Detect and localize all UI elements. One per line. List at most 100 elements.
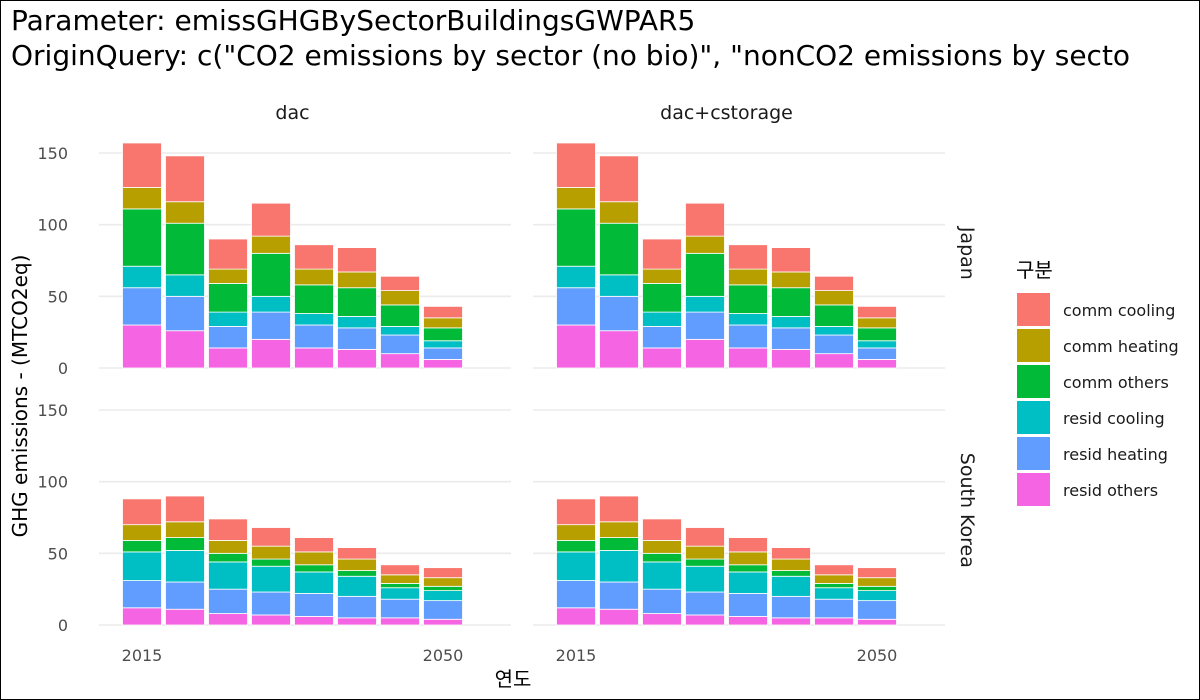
bar-dac-cstorage-japan-2020-resid-cooling bbox=[599, 274, 639, 297]
bar-dac-south-korea-2040-resid-heating bbox=[337, 595, 377, 619]
y-tick-south-korea-0: 0 bbox=[58, 616, 68, 635]
bar-dac-cstorage-south-korea-2020-resid-others bbox=[599, 608, 639, 626]
bar-dac-japan-2045-comm-cooling bbox=[380, 275, 420, 291]
bar-dac-japan-2015-comm-others bbox=[122, 208, 162, 267]
bar-dac-cstorage-japan-2015-resid-heating bbox=[556, 287, 596, 326]
bar-dac-cstorage-south-korea-2050-resid-others bbox=[857, 618, 897, 626]
bar-dac-cstorage-south-korea-2020-comm-others bbox=[599, 537, 639, 551]
bar-dac-south-korea-2030-resid-heating bbox=[251, 591, 291, 616]
bar-dac-cstorage-japan-2045-resid-heating bbox=[814, 334, 854, 355]
legend-swatch-resid-heating bbox=[1017, 437, 1050, 470]
bar-dac-japan-2025-resid-heating bbox=[208, 326, 248, 349]
x-axis-title: 연도 bbox=[495, 667, 532, 691]
bar-dac-cstorage-south-korea-2045-resid-others bbox=[814, 617, 854, 626]
legend-swatch-comm-others bbox=[1017, 365, 1050, 398]
bar-dac-japan-2050-resid-heating bbox=[423, 347, 463, 360]
bar-dac-cstorage-japan-2040-resid-others bbox=[771, 348, 811, 369]
bar-dac-south-korea-2045-comm-others bbox=[380, 583, 420, 589]
bar-dac-japan-2045-comm-others bbox=[380, 304, 420, 327]
bar-dac-cstorage-south-korea-2030-resid-others bbox=[685, 614, 725, 626]
bar-dac-south-korea-2045-comm-heating bbox=[380, 574, 420, 584]
bar-dac-cstorage-japan-2015-comm-cooling bbox=[556, 142, 596, 188]
bar-dac-japan-2020-comm-cooling bbox=[165, 155, 205, 203]
bar-dac-japan-2035-comm-others bbox=[294, 284, 334, 314]
bar-dac-cstorage-south-korea-2015-resid-others bbox=[556, 607, 596, 626]
title-line-1: Parameter: emissGHGBySectorBuildingsGWPA… bbox=[11, 4, 696, 37]
bar-dac-south-korea-2025-resid-cooling bbox=[208, 561, 248, 590]
bar-dac-cstorage-south-korea-2020-resid-heating bbox=[599, 581, 639, 610]
bar-dac-cstorage-japan-2050-resid-cooling bbox=[857, 340, 897, 349]
bar-dac-cstorage-south-korea-2035-comm-cooling bbox=[728, 537, 768, 553]
bar-dac-south-korea-2030-resid-cooling bbox=[251, 565, 291, 593]
bar-dac-cstorage-japan-2040-resid-heating bbox=[771, 327, 811, 350]
bar-dac-cstorage-japan-2020-comm-others bbox=[599, 222, 639, 276]
legend-swatch-resid-cooling bbox=[1017, 401, 1050, 434]
bar-dac-cstorage-south-korea-2040-comm-cooling bbox=[771, 547, 811, 560]
bar-dac-cstorage-japan-2050-resid-heating bbox=[857, 347, 897, 360]
bar-dac-cstorage-south-korea-2025-comm-heating bbox=[642, 540, 682, 554]
bar-dac-japan-2020-comm-others bbox=[165, 222, 205, 276]
bar-dac-japan-2020-comm-heating bbox=[165, 201, 205, 224]
bar-dac-japan-2025-comm-cooling bbox=[208, 238, 248, 270]
bar-dac-south-korea-2025-comm-cooling bbox=[208, 518, 248, 541]
bar-dac-cstorage-japan-2030-comm-cooling bbox=[685, 202, 725, 237]
bar-dac-south-korea-2045-resid-others bbox=[380, 617, 420, 626]
bar-dac-cstorage-japan-2035-comm-heating bbox=[728, 268, 768, 286]
bar-dac-japan-2050-resid-cooling bbox=[423, 340, 463, 349]
legend-title: 구분 bbox=[1016, 258, 1053, 282]
bar-dac-cstorage-south-korea-2020-comm-heating bbox=[599, 521, 639, 538]
bar-dac-cstorage-japan-2015-resid-others bbox=[556, 324, 596, 369]
bar-dac-south-korea-2050-resid-heating bbox=[423, 600, 463, 620]
bar-dac-cstorage-japan-2045-resid-cooling bbox=[814, 326, 854, 336]
bar-dac-japan-2045-resid-heating bbox=[380, 334, 420, 355]
bar-dac-cstorage-japan-2015-comm-heating bbox=[556, 186, 596, 210]
legend-swatch-comm-cooling bbox=[1017, 293, 1050, 326]
bar-dac-cstorage-japan-2025-comm-heating bbox=[642, 268, 682, 284]
bar-dac-cstorage-south-korea-2030-comm-cooling bbox=[685, 527, 725, 547]
y-axis-title: GHG emissions - (MTCO2eq) bbox=[8, 255, 32, 538]
facet-strip-south-korea: South Korea bbox=[956, 453, 978, 568]
bar-dac-cstorage-japan-2030-comm-heating bbox=[685, 235, 725, 254]
bar-dac-south-korea-2035-comm-cooling bbox=[294, 537, 334, 553]
bar-dac-south-korea-2035-resid-cooling bbox=[294, 571, 334, 594]
x-tick-dac-2015: 2015 bbox=[122, 646, 163, 665]
bar-dac-japan-2025-comm-heating bbox=[208, 268, 248, 284]
bar-dac-south-korea-2040-comm-cooling bbox=[337, 547, 377, 560]
bar-dac-cstorage-japan-2020-comm-cooling bbox=[599, 155, 639, 203]
bar-dac-japan-2015-comm-heating bbox=[122, 186, 162, 210]
bar-dac-japan-2040-resid-heating bbox=[337, 327, 377, 350]
bar-dac-south-korea-2025-resid-heating bbox=[208, 588, 248, 614]
bar-dac-cstorage-japan-2035-resid-others bbox=[728, 347, 768, 369]
legend-label-comm-heating: comm heating bbox=[1063, 337, 1179, 356]
bar-dac-cstorage-japan-2045-comm-cooling bbox=[814, 275, 854, 291]
bar-dac-cstorage-south-korea-2015-comm-others bbox=[556, 540, 596, 553]
bar-dac-cstorage-japan-2050-comm-heating bbox=[857, 317, 897, 329]
bar-dac-cstorage-south-korea-2040-resid-cooling bbox=[771, 575, 811, 597]
bar-dac-south-korea-2050-comm-heating bbox=[423, 577, 463, 587]
bar-dac-japan-2050-comm-cooling bbox=[423, 305, 463, 319]
bar-dac-cstorage-japan-2050-comm-cooling bbox=[857, 305, 897, 319]
bar-dac-cstorage-south-korea-2050-comm-heating bbox=[857, 577, 897, 587]
bar-dac-cstorage-south-korea-2035-comm-heating bbox=[728, 551, 768, 566]
bar-dac-cstorage-japan-2015-comm-others bbox=[556, 208, 596, 267]
y-tick-south-korea-100: 100 bbox=[37, 473, 68, 492]
facet-strip-japan: Japan bbox=[956, 226, 978, 280]
y-tick-japan-100: 100 bbox=[37, 216, 68, 235]
bar-dac-japan-2030-resid-heating bbox=[251, 311, 291, 340]
bar-dac-cstorage-japan-2035-resid-heating bbox=[728, 324, 768, 349]
bar-dac-south-korea-2030-comm-cooling bbox=[251, 527, 291, 547]
bar-dac-cstorage-south-korea-2020-comm-cooling bbox=[599, 495, 639, 523]
bar-dac-japan-2045-resid-others bbox=[380, 353, 420, 369]
bar-dac-south-korea-2040-resid-cooling bbox=[337, 575, 377, 597]
bar-dac-japan-2030-comm-heating bbox=[251, 235, 291, 254]
bar-dac-cstorage-japan-2045-resid-others bbox=[814, 353, 854, 369]
bar-dac-japan-2050-resid-others bbox=[423, 358, 463, 369]
bar-dac-japan-2035-resid-heating bbox=[294, 324, 334, 349]
bar-dac-cstorage-south-korea-2015-resid-heating bbox=[556, 580, 596, 609]
bar-dac-japan-2035-resid-others bbox=[294, 347, 334, 369]
bar-dac-japan-2015-resid-heating bbox=[122, 287, 162, 326]
chart-title: Parameter: emissGHGBySectorBuildingsGWPA… bbox=[11, 3, 1130, 73]
bar-dac-cstorage-south-korea-2015-comm-heating bbox=[556, 524, 596, 541]
bar-dac-japan-2035-comm-heating bbox=[294, 268, 334, 286]
bar-dac-cstorage-south-korea-2025-comm-others bbox=[642, 552, 682, 563]
